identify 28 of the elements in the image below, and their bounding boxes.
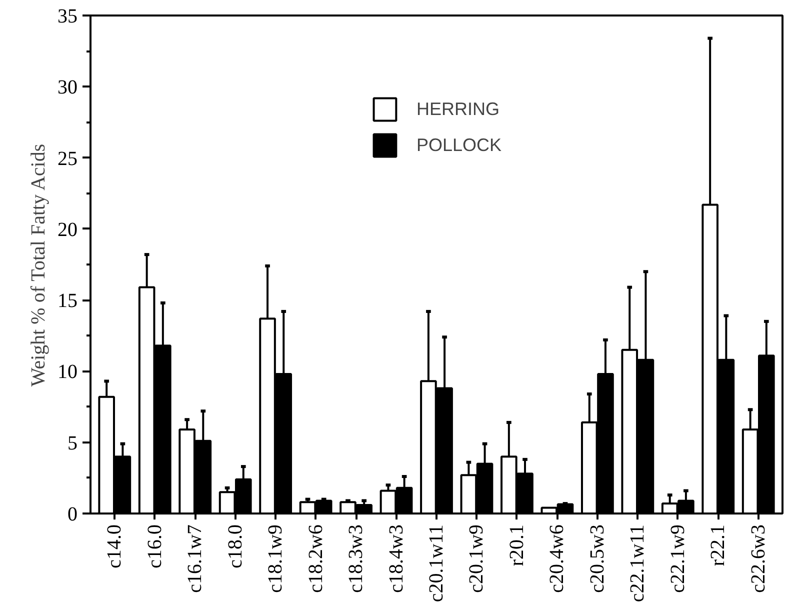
x-tick-label: c20.1w9 [466,524,488,593]
y-tick-label: 5 [68,432,78,454]
x-tick-label: c16.0 [144,524,166,568]
y-tick-label: 0 [68,504,78,526]
legend-label: HERRING [416,98,500,120]
x-tick-label: r22.1 [707,524,730,566]
x-tick-label: c18.2w6 [304,524,327,593]
y-tick-label: 30 [58,76,78,99]
x-tick-label: c20.4w6 [546,524,568,593]
y-axis-title: Weight % of Total Fatty Acids [28,144,50,387]
x-tick-label: c18.3w3 [345,524,368,593]
legend-label: POLLOCK [416,134,502,156]
x-tick-label: c18.4w3 [385,524,408,593]
y-tick-label: 10 [58,361,78,384]
x-tick-label: c22.1w11 [626,524,649,602]
x-tick-label: c14.0 [104,524,126,568]
y-tick-label: 15 [58,290,78,312]
x-tick-label: c16.1w7 [184,524,206,593]
x-tick-label: r20.1 [506,524,528,566]
x-tick-label: c18.1w9 [264,524,287,593]
y-tick-label: 35 [58,6,78,28]
x-tick-label: c22.6w3 [747,524,770,593]
x-tick-label: c20.1w11 [426,524,448,602]
y-tick-label: 25 [58,148,78,170]
x-tick-label: c22.1w9 [666,524,689,593]
y-tick-label: 20 [58,218,78,241]
x-tick-label: c18.0 [224,524,246,568]
x-tick-label: c20.5w3 [586,524,608,593]
